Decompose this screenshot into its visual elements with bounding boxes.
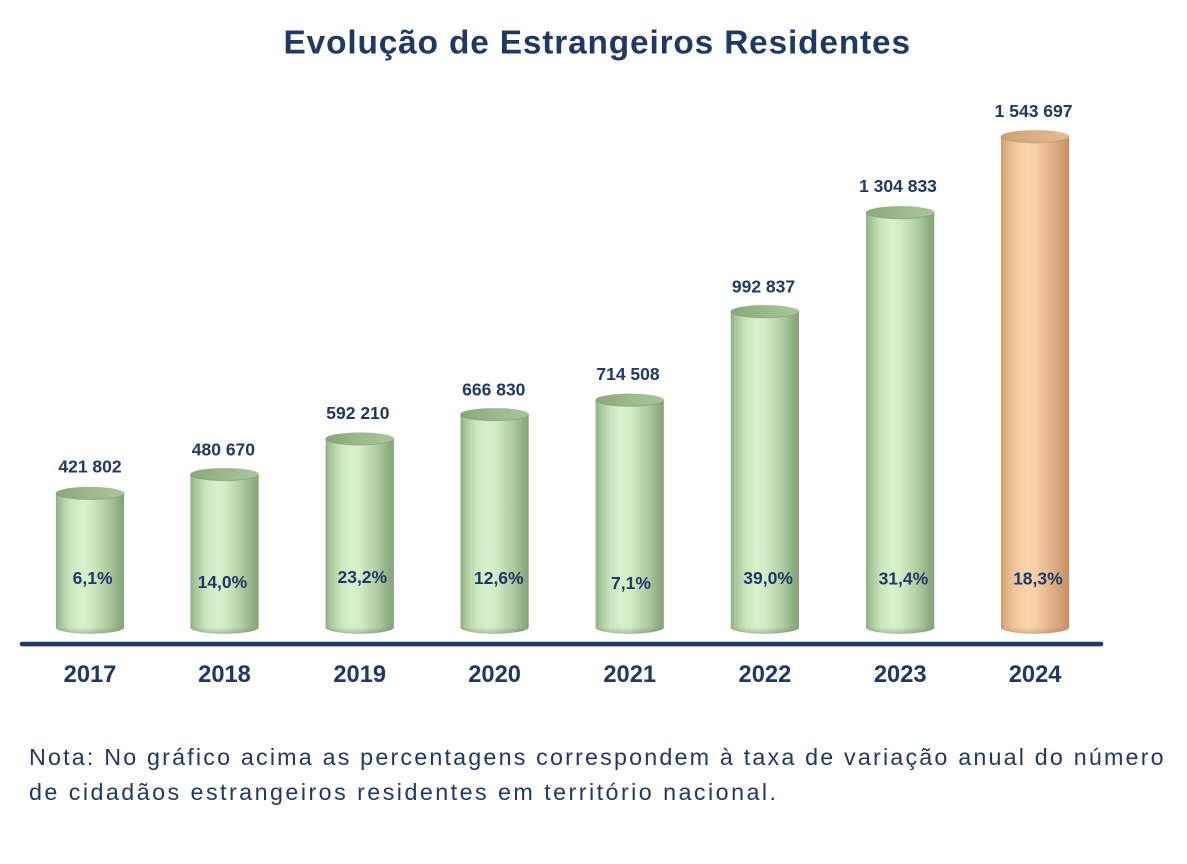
svg-text:39,0%: 39,0%: [743, 568, 793, 588]
svg-text:421 802: 421 802: [58, 456, 122, 476]
svg-text:7,1%: 7,1%: [611, 573, 651, 593]
svg-text:2017: 2017: [64, 662, 117, 688]
svg-text:666 830: 666 830: [462, 380, 526, 400]
svg-text:12,6%: 12,6%: [474, 568, 524, 588]
svg-text:992 837: 992 837: [732, 276, 795, 296]
svg-text:592 210: 592 210: [326, 403, 390, 423]
svg-text:1 543 697: 1 543 697: [995, 101, 1073, 121]
svg-text:2022: 2022: [739, 662, 792, 688]
svg-text:18,3%: 18,3%: [1013, 569, 1063, 589]
svg-text:714 508: 714 508: [596, 364, 660, 384]
svg-text:2020: 2020: [468, 662, 521, 688]
svg-text:1 304 833: 1 304 833: [859, 176, 937, 196]
svg-text:2021: 2021: [603, 662, 656, 688]
svg-text:480 670: 480 670: [192, 440, 256, 460]
svg-text:23,2%: 23,2%: [337, 567, 387, 587]
svg-text:31,4%: 31,4%: [879, 568, 929, 588]
svg-text:14,0%: 14,0%: [198, 572, 248, 592]
svg-text:2019: 2019: [333, 662, 386, 688]
svg-text:Nota: No gráfico acima as perc: Nota: No gráfico acima as percentagens c…: [29, 744, 1164, 770]
svg-text:Evolução de Estrangeiros Resid: Evolução de Estrangeiros Residentes: [284, 24, 911, 61]
svg-text:2023: 2023: [874, 662, 927, 688]
svg-text:2024: 2024: [1009, 662, 1063, 688]
svg-text:2018: 2018: [198, 662, 251, 688]
svg-text:6,1%: 6,1%: [73, 568, 113, 588]
